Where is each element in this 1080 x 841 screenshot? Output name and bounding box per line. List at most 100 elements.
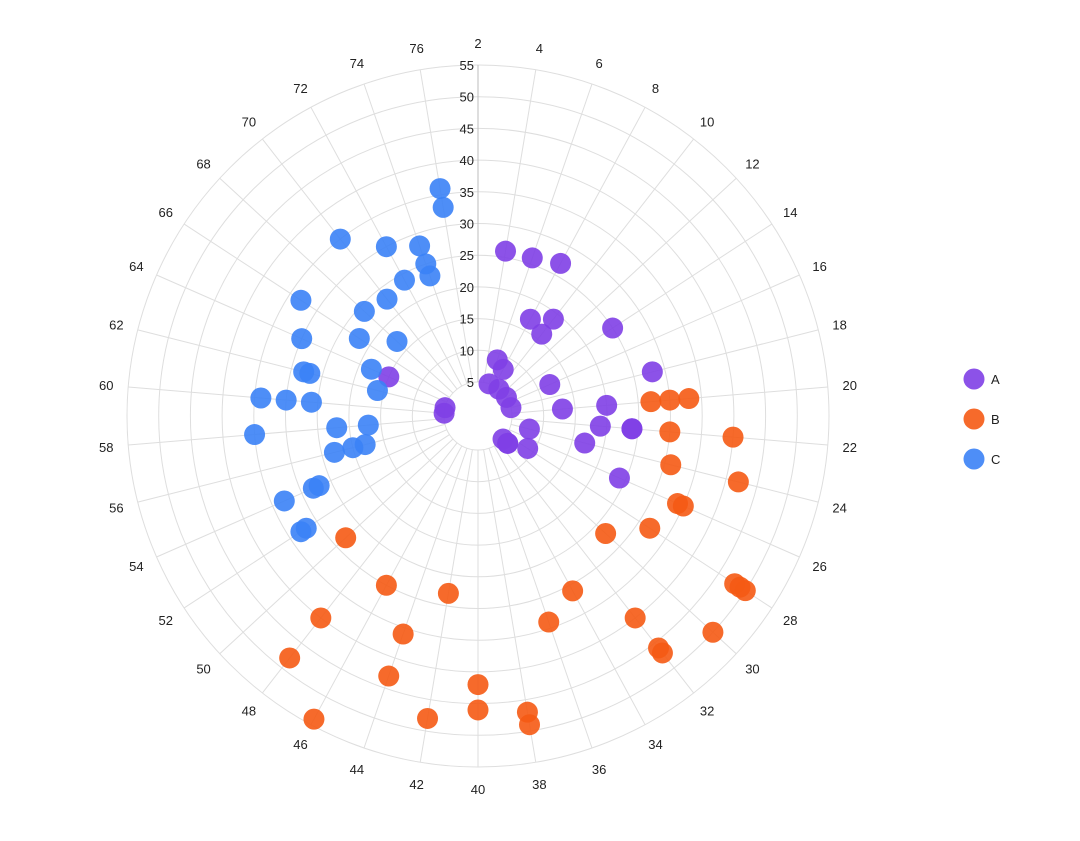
radial-tick-label: 35: [460, 185, 474, 200]
grid-spoke: [219, 177, 454, 394]
data-point-b: [519, 714, 541, 736]
data-point-c: [291, 328, 313, 350]
data-point-c: [353, 300, 375, 322]
angular-tick-label: 6: [595, 56, 602, 71]
grid-spoke: [502, 177, 737, 394]
data-points: [244, 178, 756, 736]
angular-tick-label: 2: [474, 36, 481, 51]
angular-tick-label: 50: [196, 662, 210, 677]
radial-tick-label: 45: [460, 121, 474, 136]
radial-tick-label: 20: [460, 280, 474, 295]
angular-tick-label: 74: [350, 56, 364, 71]
data-point-b: [672, 495, 694, 517]
angular-tick-label: 48: [242, 703, 256, 718]
angular-tick-label: 46: [293, 737, 307, 752]
grid-spoke: [137, 329, 446, 409]
legend-marker-a: [963, 368, 985, 390]
radial-tick-label: 40: [460, 153, 474, 168]
data-point-a: [596, 394, 618, 416]
angular-tick-label: 12: [745, 156, 759, 171]
data-point-a: [551, 398, 573, 420]
angular-tick-label: 42: [409, 777, 423, 792]
data-point-c: [342, 437, 364, 459]
grid-spoke: [363, 447, 468, 749]
data-point-b: [375, 574, 397, 596]
data-point-b: [538, 611, 560, 633]
data-point-b: [310, 607, 332, 629]
data-point-b: [660, 454, 682, 476]
angular-tick-label: 18: [832, 317, 846, 332]
data-point-c: [326, 417, 348, 439]
data-point-c: [273, 490, 295, 512]
data-point-b: [651, 642, 673, 664]
angular-tick-label: 58: [99, 440, 113, 455]
data-point-a: [542, 308, 564, 330]
data-point-c: [290, 521, 312, 543]
legend-label-b: B: [991, 412, 1000, 427]
data-point-b: [659, 421, 681, 443]
angular-tick-label: 60: [99, 378, 113, 393]
legend-marker-b: [963, 408, 985, 430]
angular-tick-label: 38: [532, 777, 546, 792]
data-point-c: [323, 441, 345, 463]
legend-marker-c: [963, 448, 985, 470]
data-point-c: [409, 235, 431, 257]
data-point-c: [299, 362, 321, 384]
grid-spoke: [483, 69, 537, 383]
angular-tick-label: 72: [293, 81, 307, 96]
data-point-a: [492, 428, 514, 450]
data-point-c: [432, 196, 454, 218]
data-point-b: [727, 471, 749, 493]
radial-tick-label: 10: [460, 343, 474, 358]
angular-tick-label: 14: [783, 205, 797, 220]
data-point-b: [378, 665, 400, 687]
data-point-b: [467, 699, 489, 721]
grid-spoke: [183, 223, 450, 398]
radial-tick-label: 30: [460, 217, 474, 232]
data-point-a: [608, 467, 630, 489]
data-point-b: [595, 522, 617, 544]
angular-tick-label: 20: [842, 378, 856, 393]
data-point-c: [429, 178, 451, 200]
data-point-b: [437, 582, 459, 604]
data-point-a: [589, 415, 611, 437]
grid-spoke: [137, 423, 446, 503]
grid-spoke: [498, 138, 694, 390]
data-point-c: [250, 387, 272, 409]
radial-tick-label: 15: [460, 312, 474, 327]
grid-spoke: [502, 438, 737, 655]
data-point-b: [467, 674, 489, 696]
data-point-b: [639, 517, 661, 539]
grid-spoke: [219, 438, 454, 655]
grid-spoke: [128, 418, 445, 446]
data-point-b: [702, 621, 724, 643]
angular-tick-label: 32: [700, 703, 714, 718]
data-point-b: [562, 580, 584, 602]
grid-spoke: [510, 329, 819, 409]
data-point-a: [500, 397, 522, 419]
angular-tick-label: 52: [159, 613, 173, 628]
data-point-b: [392, 623, 414, 645]
data-point-a: [602, 317, 624, 339]
angular-tick-label: 68: [196, 156, 210, 171]
grid-spoke: [363, 83, 468, 385]
data-point-b: [279, 647, 301, 669]
grid-spoke: [493, 107, 646, 387]
grid-spoke: [488, 83, 593, 385]
angular-tick-label: 30: [745, 662, 759, 677]
data-point-c: [275, 389, 297, 411]
data-point-c: [393, 269, 415, 291]
grid-spoke: [262, 138, 458, 390]
data-point-b: [734, 580, 756, 602]
angular-tick-label: 34: [648, 737, 662, 752]
data-point-a: [519, 308, 541, 330]
data-point-c: [360, 358, 382, 380]
data-point-c: [308, 475, 330, 497]
legend-label-c: C: [991, 452, 1000, 467]
angular-tick-label: 76: [409, 41, 423, 56]
data-point-c: [357, 414, 379, 436]
legend: A B C: [963, 368, 1000, 470]
angular-axis-ticks: 2 468101214161820222426283032343638404244…: [99, 36, 857, 797]
data-point-c: [290, 289, 312, 311]
polar-grid: [126, 64, 830, 768]
